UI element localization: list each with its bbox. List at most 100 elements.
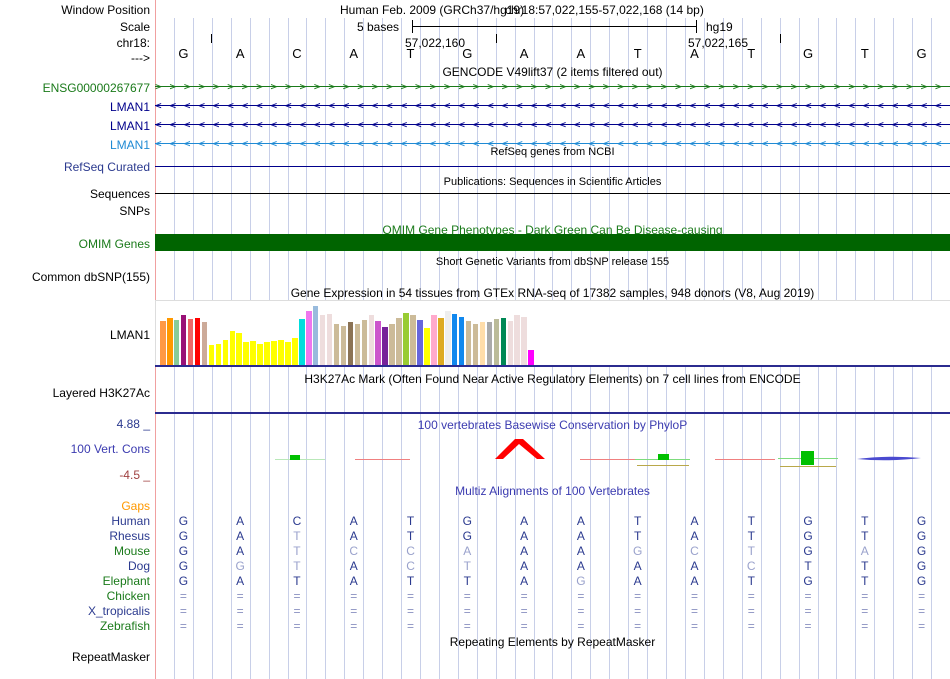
refseq-curated-label[interactable]: RefSeq Curated [63, 160, 150, 174]
gtex-bar[interactable] [187, 319, 194, 365]
layered-h3k27ac-label[interactable]: Layered H3K27Ac [52, 386, 150, 400]
alignment-gap: = [179, 589, 187, 603]
alignment-gap: = [861, 589, 869, 603]
gtex-bar[interactable] [201, 322, 208, 365]
gtex-bar[interactable] [347, 322, 354, 365]
alignment-base: G [803, 544, 813, 558]
alignment-gap: = [577, 589, 585, 603]
omim-genes-label[interactable]: OMIM Genes [78, 237, 150, 251]
gtex-bar[interactable] [340, 326, 347, 365]
species-label-elephant[interactable]: Elephant [102, 574, 150, 588]
alignment-base: T [634, 529, 642, 543]
gtex-bar[interactable] [375, 321, 382, 365]
gtex-bar[interactable] [528, 350, 534, 365]
cons-faint-green [275, 459, 325, 460]
species-label-x_tropicalis[interactable]: X_tropicalis [87, 604, 150, 618]
alignment-base: G [803, 574, 813, 588]
species-label-human[interactable]: Human [111, 514, 150, 528]
gtex-gene-label[interactable]: LMAN1 [109, 328, 150, 342]
gtex-bar[interactable] [166, 318, 173, 365]
sequences-label[interactable]: Sequences [89, 187, 150, 201]
gtex-bar[interactable] [479, 322, 486, 365]
gtex-bar[interactable] [180, 315, 187, 365]
gtex-bar[interactable] [389, 324, 395, 365]
gene-track-ensg00000267677[interactable]: > > > > > > > > > > > > > > > > > > > > … [155, 80, 950, 93]
gtex-bar[interactable] [312, 306, 319, 365]
gtex-bar[interactable] [486, 322, 493, 365]
gtex-bar[interactable] [278, 340, 284, 365]
gtex-bar[interactable] [194, 318, 201, 365]
gtex-bar[interactable] [396, 318, 402, 365]
gtex-bar[interactable] [521, 317, 527, 365]
gtex-bar[interactable] [514, 315, 521, 365]
alignment-base: T [293, 544, 301, 558]
gencode-gene-label-4[interactable]: LMAN1 [109, 138, 150, 152]
gaps-label[interactable]: Gaps [121, 499, 150, 513]
gtex-bar[interactable] [444, 311, 451, 365]
gtex-bar[interactable] [250, 341, 256, 365]
alignment-base: C [406, 559, 415, 573]
gene-track-lman1-1[interactable]: < < < < < < < < < < < < < < < < < < < < … [155, 99, 950, 112]
gtex-bar[interactable] [417, 320, 423, 365]
gtex-bar[interactable] [431, 315, 437, 365]
gtex-bar[interactable] [160, 321, 166, 365]
gtex-bar[interactable] [465, 321, 472, 365]
common-dbsnp-label[interactable]: Common dbSNP(155) [31, 270, 150, 284]
gtex-bar[interactable] [243, 342, 249, 365]
conservation-plot[interactable] [155, 414, 950, 480]
gencode-gene-label-3[interactable]: LMAN1 [109, 119, 150, 133]
gtex-bar[interactable] [500, 318, 507, 365]
alignment-gap: = [690, 604, 698, 618]
alignment-base: T [747, 529, 755, 543]
gtex-bar[interactable] [368, 315, 375, 365]
gencode-gene-label-1[interactable]: ENSG00000267677 [42, 81, 150, 95]
gtex-bar[interactable] [354, 324, 361, 365]
gtex-bar[interactable] [472, 324, 479, 365]
gtex-bar[interactable] [215, 344, 222, 365]
gtex-bar[interactable] [403, 313, 409, 365]
species-label-rhesus[interactable]: Rhesus [109, 529, 150, 543]
gtex-bar[interactable] [326, 314, 333, 365]
gtex-bar[interactable] [493, 319, 500, 365]
gtex-bar[interactable] [271, 341, 277, 365]
species-label-zebrafish[interactable]: Zebrafish [99, 619, 150, 633]
gtex-chart-area[interactable] [155, 300, 950, 367]
gtex-bar[interactable] [257, 344, 263, 365]
species-label-dog[interactable]: Dog [127, 559, 150, 573]
gtex-bar[interactable] [507, 321, 514, 365]
scale-label: Scale [119, 20, 150, 34]
gtex-bar[interactable] [410, 315, 416, 365]
ruler-coord-1: 57,022,160 [404, 36, 466, 50]
cons-track-label[interactable]: 100 Vert. Cons [70, 442, 150, 456]
gtex-bar[interactable] [458, 317, 465, 365]
gtex-bar[interactable] [424, 328, 430, 365]
repeatmasker-label[interactable]: RepeatMasker [71, 650, 150, 664]
dbsnp-track-title: Short Genetic Variants from dbSNP releas… [435, 256, 670, 268]
alignment-base: G [462, 514, 472, 528]
species-label-mouse[interactable]: Mouse [113, 544, 150, 558]
gencode-gene-label-2[interactable]: LMAN1 [109, 100, 150, 114]
gtex-bar[interactable] [382, 327, 388, 365]
gene-track-lman1-2[interactable]: < < < < < < < < < < < < < < < < < < < < … [155, 118, 950, 131]
alignment-gap: = [293, 589, 301, 603]
gtex-bar[interactable] [292, 338, 298, 365]
gtex-bar[interactable] [264, 342, 270, 365]
omim-gene-bar[interactable] [155, 234, 950, 251]
gtex-bar[interactable] [299, 319, 305, 365]
gtex-bar[interactable] [305, 311, 312, 365]
gtex-bar[interactable] [285, 342, 291, 365]
gtex-bar[interactable] [229, 331, 236, 365]
species-label-chicken[interactable]: Chicken [106, 589, 150, 603]
gtex-bar[interactable] [173, 320, 180, 365]
gene-track-lman1-3[interactable]: < < < < < < < < < < < < < < < < < < < < … [155, 137, 950, 150]
snps-label[interactable]: SNPs [119, 204, 150, 218]
gtex-bar[interactable] [236, 333, 243, 365]
gtex-bar[interactable] [222, 340, 229, 365]
gtex-bar[interactable] [438, 318, 444, 365]
gtex-bar[interactable] [361, 320, 368, 365]
gtex-bar[interactable] [319, 315, 326, 365]
gtex-bar[interactable] [208, 345, 215, 365]
gtex-bar[interactable] [451, 314, 458, 365]
gtex-bar[interactable] [333, 324, 340, 365]
